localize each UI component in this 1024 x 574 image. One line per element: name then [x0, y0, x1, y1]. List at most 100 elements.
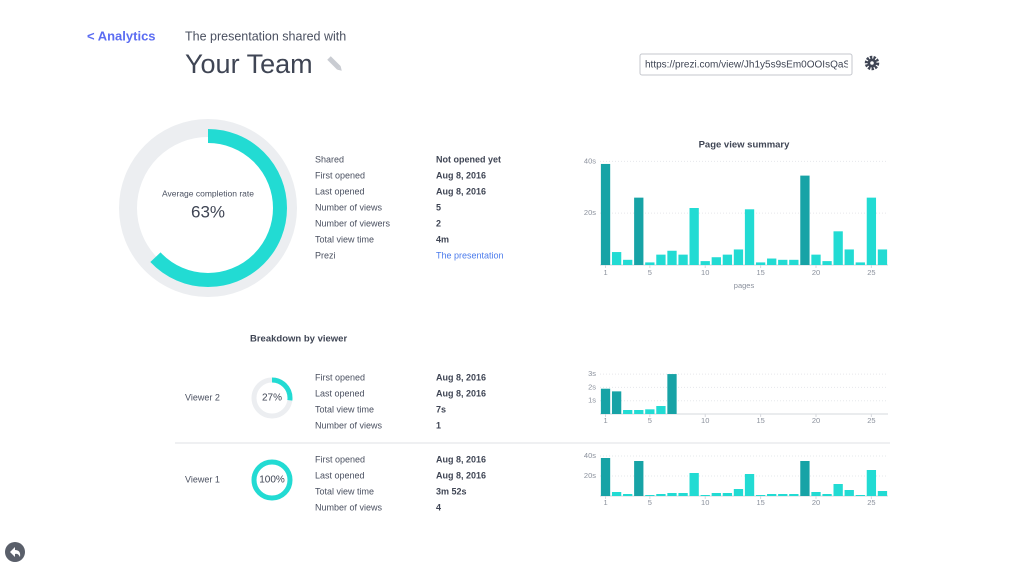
viewer-name: Viewer 1	[185, 474, 220, 484]
y-tick-label: 3s	[588, 369, 596, 378]
bar	[789, 494, 799, 496]
detail-label: Total view time	[315, 404, 374, 414]
bar	[689, 473, 699, 496]
x-tick-label: 15	[756, 416, 764, 425]
bar	[656, 494, 666, 496]
bar	[755, 495, 766, 496]
bar	[866, 197, 877, 265]
breakdown-title: Breakdown by viewer	[250, 334, 347, 345]
bar	[623, 410, 633, 414]
detail-value: Aug 8, 2016	[436, 388, 486, 398]
detail-label: Last opened	[315, 470, 365, 480]
bar	[722, 493, 733, 496]
bar	[611, 492, 622, 496]
bar	[711, 257, 721, 265]
completion-track	[119, 119, 297, 297]
bar	[811, 254, 821, 265]
x-tick-label: 20	[812, 268, 820, 277]
pencil-body	[327, 56, 341, 70]
bar	[767, 494, 777, 496]
detail-label: First opened	[315, 170, 365, 180]
detail-value: Not opened yet	[436, 154, 501, 164]
x-tick-label: 1	[603, 498, 607, 507]
bar	[800, 175, 810, 265]
bar	[744, 209, 755, 265]
bar	[667, 374, 677, 414]
bar	[800, 461, 810, 496]
detail-label: Shared	[315, 154, 344, 164]
bar	[656, 254, 666, 265]
detail-label: Last opened	[315, 186, 365, 196]
bar	[755, 262, 766, 265]
bar	[833, 231, 843, 265]
bar	[711, 493, 721, 496]
y-tick-label: 40s	[584, 156, 596, 165]
x-tick-label: 25	[867, 268, 875, 277]
completion-arc	[251, 459, 293, 501]
bar	[667, 493, 677, 496]
detail-label: Total view time	[315, 234, 374, 244]
edit-icon[interactable]	[327, 56, 343, 72]
detail-label: Number of views	[315, 420, 383, 430]
bar	[722, 254, 733, 265]
bar	[855, 262, 865, 265]
bar	[634, 197, 644, 265]
y-tick-label: 40s	[584, 451, 596, 460]
bar	[778, 494, 788, 496]
bar	[645, 262, 655, 265]
detail-value: 4	[436, 502, 441, 512]
prezi-link[interactable]: The presentation	[436, 250, 504, 260]
help-icon	[10, 547, 21, 557]
detail-label: Number of views	[315, 202, 383, 212]
detail-value: 2	[436, 218, 441, 228]
detail-value: 1	[436, 420, 441, 430]
bar	[811, 492, 821, 496]
detail-value: 7s	[436, 404, 446, 414]
x-axis-label: pages	[734, 281, 755, 290]
bar	[700, 261, 710, 265]
back-link[interactable]: < Analytics	[87, 28, 156, 43]
bar	[623, 494, 633, 496]
bar	[678, 493, 688, 496]
completion-label: Average completion rate	[162, 188, 254, 198]
bar	[855, 495, 865, 496]
bar	[822, 494, 832, 496]
viewer-name: Viewer 2	[185, 392, 220, 402]
detail-label: Number of views	[315, 502, 383, 512]
bar	[778, 259, 788, 265]
bar	[877, 491, 888, 496]
detail-value: Aug 8, 2016	[436, 186, 486, 196]
x-tick-label: 5	[648, 498, 652, 507]
chart-title: Page view summary	[699, 140, 791, 151]
bar	[733, 249, 744, 265]
bar	[634, 461, 644, 496]
x-tick-label: 10	[701, 416, 709, 425]
pencil-tip	[337, 66, 342, 71]
bar	[700, 495, 710, 496]
detail-value: 3m 52s	[436, 486, 467, 496]
y-tick-label: 20s	[584, 208, 596, 217]
bar	[611, 391, 622, 414]
bar	[689, 208, 699, 265]
viewer-completion: 100%	[259, 475, 285, 486]
x-tick-label: 10	[701, 498, 709, 507]
bar	[744, 474, 755, 496]
bar	[600, 163, 611, 265]
detail-value: 5	[436, 202, 441, 212]
bar	[822, 261, 832, 265]
x-tick-label: 5	[648, 268, 652, 277]
bar	[645, 495, 655, 496]
bar	[600, 388, 611, 414]
y-tick-label: 20s	[584, 471, 596, 480]
detail-value: Aug 8, 2016	[436, 470, 486, 480]
url-input[interactable]	[639, 53, 853, 76]
bar	[611, 252, 622, 265]
x-tick-label: 25	[867, 498, 875, 507]
settings-icon[interactable]	[864, 55, 880, 71]
detail-label: Prezi	[315, 250, 336, 260]
bar	[623, 259, 633, 265]
y-tick-label: 2s	[588, 382, 596, 391]
detail-value: Aug 8, 2016	[436, 372, 486, 382]
gear-hole	[870, 61, 874, 65]
x-tick-label: 15	[756, 268, 764, 277]
